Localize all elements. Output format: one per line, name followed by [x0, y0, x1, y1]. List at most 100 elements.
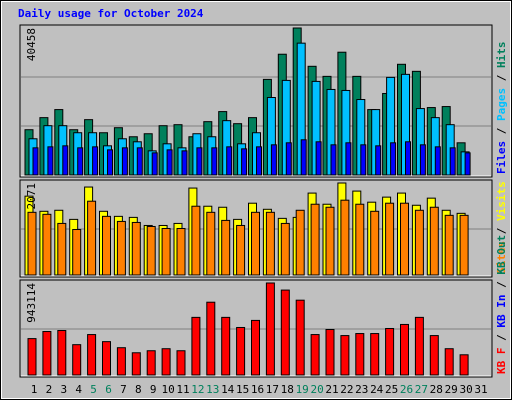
x-tick-label: 24	[370, 383, 384, 396]
bar	[176, 350, 186, 376]
bar	[251, 319, 260, 376]
legend-entry: KB In	[495, 295, 508, 328]
bar	[444, 348, 454, 376]
bar	[325, 329, 335, 376]
legend-separator: /	[495, 275, 508, 295]
x-tick-label: 27	[415, 383, 428, 396]
x-tick-label: 10	[161, 383, 174, 396]
bar	[161, 348, 171, 376]
legend-entry: Files	[495, 141, 508, 174]
bar	[191, 205, 201, 276]
x-tick-label: 1	[31, 383, 38, 396]
bar	[360, 144, 367, 176]
bar	[385, 327, 395, 376]
bar	[295, 209, 305, 276]
legend-separator: /	[495, 221, 508, 241]
x-tick-label: 31	[474, 383, 487, 396]
x-tick-label: 7	[120, 383, 127, 396]
bar	[102, 215, 111, 276]
bar	[57, 330, 67, 376]
bar	[146, 225, 156, 276]
bar	[310, 334, 320, 376]
bar	[62, 145, 69, 176]
x-tick-label: 23	[355, 383, 368, 396]
bar	[77, 147, 84, 176]
x-tick-label: 2	[46, 383, 53, 396]
bar	[280, 289, 290, 376]
bar	[345, 142, 352, 176]
legend-entry: Pages	[495, 88, 508, 121]
legend: Sites / Visits	[495, 181, 508, 274]
x-tick-label: 12	[191, 383, 204, 396]
x-tick-label: 20	[310, 383, 323, 396]
bar	[444, 214, 454, 276]
bar	[42, 331, 52, 376]
x-tick-label: 13	[206, 383, 219, 396]
legend-entry: Sites	[495, 241, 508, 274]
bar	[459, 354, 469, 376]
bar	[414, 209, 424, 276]
x-tick-label: 15	[236, 383, 249, 396]
bar	[92, 146, 99, 176]
bar	[146, 350, 156, 376]
x-tick-label: 14	[221, 383, 235, 396]
bar	[72, 229, 82, 276]
x-tick-label: 8	[135, 383, 142, 396]
bar	[340, 335, 350, 376]
bar	[300, 139, 307, 176]
x-tick-label: 6	[105, 383, 112, 396]
bar	[256, 146, 262, 176]
x-tick-label: 18	[281, 383, 294, 396]
bar	[280, 222, 290, 276]
x-tick-label: 4	[75, 383, 82, 396]
y-axis-max-label: 2071	[25, 183, 38, 210]
bar	[161, 227, 171, 276]
bar	[390, 142, 397, 176]
bar	[116, 347, 126, 376]
bar	[131, 221, 141, 276]
x-tick-label: 17	[266, 383, 279, 396]
bar	[102, 341, 111, 376]
bar	[315, 141, 322, 176]
bar	[136, 147, 143, 176]
bar	[449, 147, 456, 176]
bar	[196, 147, 203, 176]
x-tick-label: 22	[340, 383, 353, 396]
bar	[211, 147, 218, 176]
bar	[47, 146, 54, 176]
bar	[400, 323, 409, 376]
x-tick-label: 19	[296, 383, 309, 396]
bar	[116, 220, 126, 276]
bar	[270, 144, 277, 176]
legend-entry: Visits	[495, 181, 508, 221]
x-tick-label: 5	[90, 383, 97, 396]
x-tick-label: 30	[459, 383, 472, 396]
legend-separator: /	[495, 121, 508, 141]
x-tick-label: 26	[400, 383, 413, 396]
bar	[27, 211, 37, 276]
bar	[340, 199, 350, 276]
bar	[429, 335, 439, 376]
bar	[241, 148, 248, 176]
bar	[57, 222, 67, 276]
x-tick-label: 29	[445, 383, 458, 396]
bar	[251, 211, 260, 276]
x-tick-label: 28	[430, 383, 443, 396]
bar	[310, 203, 320, 276]
bar	[464, 152, 471, 176]
bar	[285, 142, 292, 176]
legend: KB F / KB In / KB Out	[495, 235, 508, 374]
bar	[42, 213, 52, 276]
bar	[375, 145, 382, 176]
bar	[121, 147, 128, 176]
bar	[295, 299, 305, 376]
bar	[265, 282, 275, 376]
bar	[87, 200, 97, 276]
bar	[32, 147, 39, 176]
legend: Files / Pages / Hits	[495, 42, 508, 175]
bar	[419, 144, 426, 176]
legend-separator: /	[495, 328, 508, 348]
bar	[236, 326, 246, 376]
bar	[206, 301, 216, 376]
bar	[370, 333, 380, 376]
